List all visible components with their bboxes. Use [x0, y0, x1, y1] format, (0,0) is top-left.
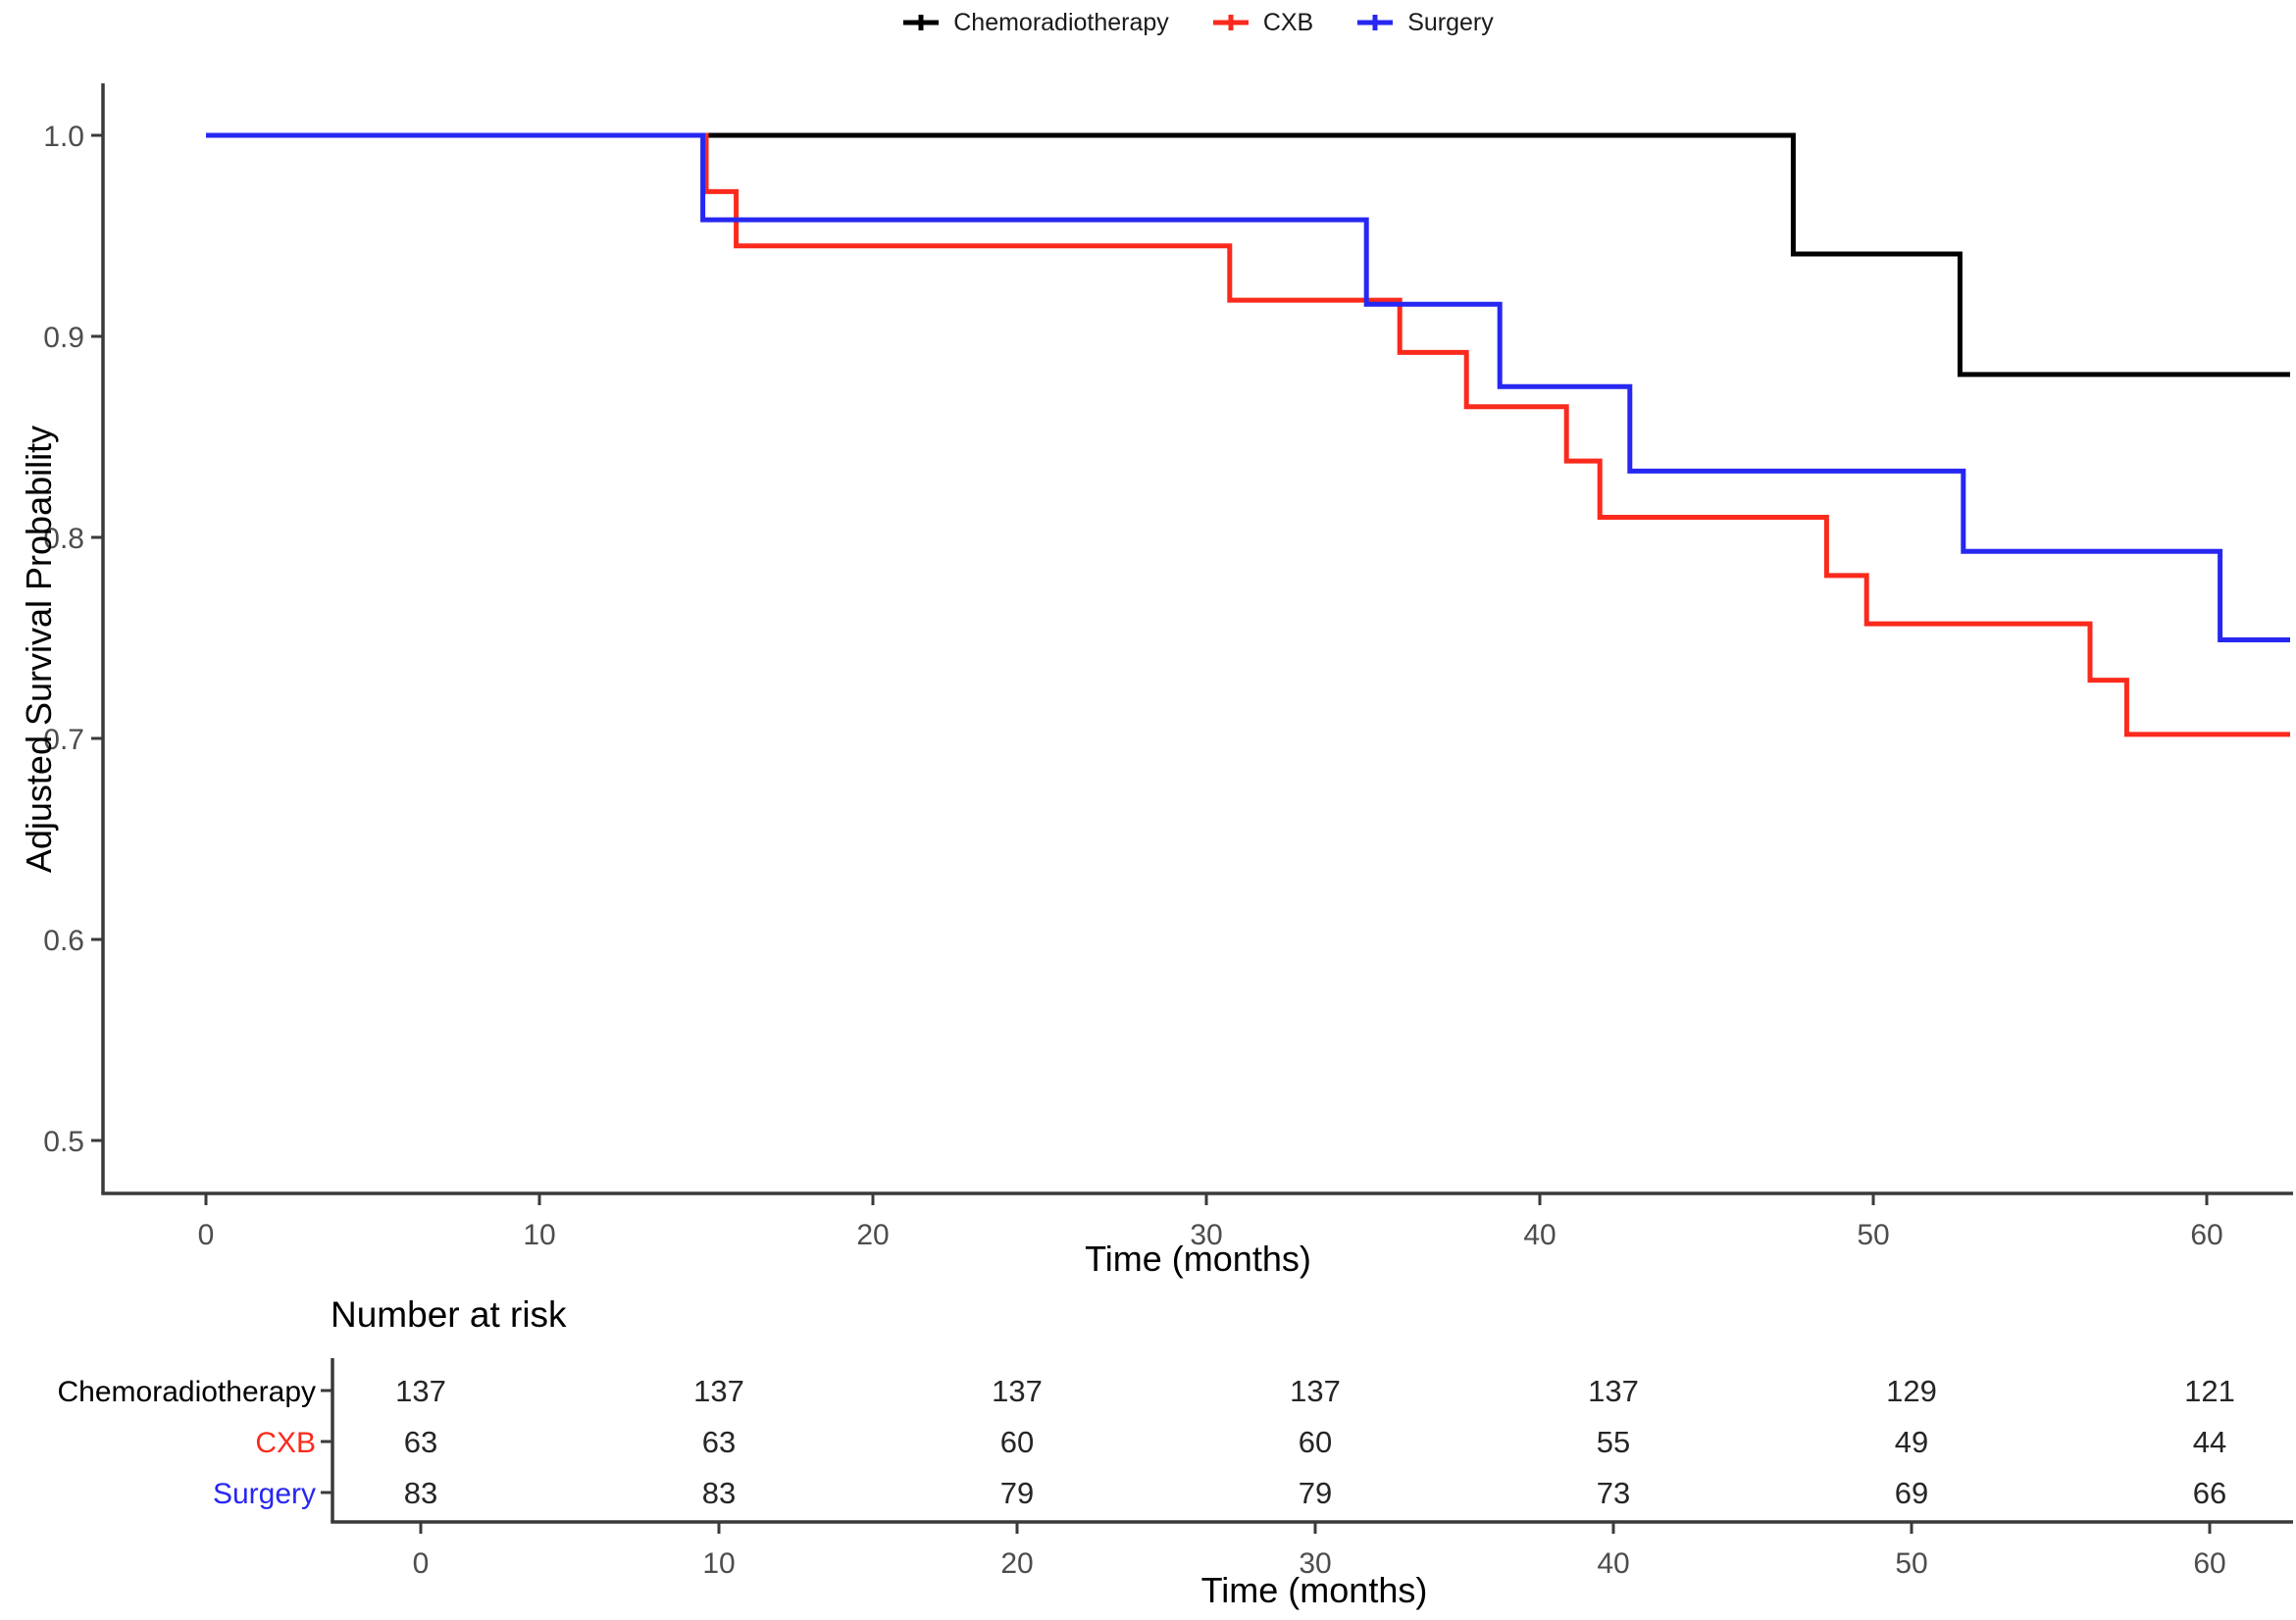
risk-value-surgery-t10: 83: [702, 1476, 736, 1510]
x-tick-label: 0: [198, 1219, 215, 1251]
risk-table-x-tick-label: 50: [1895, 1547, 1927, 1580]
legend-label-chemoradiotherapy: Chemoradiotherapy: [953, 8, 1169, 36]
x-tick-label: 40: [1523, 1219, 1556, 1251]
risk-value-surgery-t30: 79: [1299, 1476, 1332, 1510]
risk-value-surgery-t60: 66: [2193, 1476, 2226, 1510]
risk-value-cxb-t0: 63: [404, 1425, 437, 1459]
risk-value-chemoradiotherapy-t0: 137: [395, 1374, 446, 1408]
risk-value-cxb-t10: 63: [702, 1425, 736, 1459]
survival-curve-cxb: [206, 132, 2290, 737]
risk-row-label-surgery: Surgery: [213, 1478, 316, 1510]
risk-table-x-tick-label: 40: [1597, 1547, 1629, 1580]
risk-value-cxb-t30: 60: [1299, 1425, 1332, 1459]
risk-table-x-tick-label: 20: [1000, 1547, 1033, 1580]
x-tick-label: 60: [2190, 1219, 2222, 1251]
legend-label-surgery: Surgery: [1407, 8, 1494, 36]
risk-value-surgery-t50: 69: [1895, 1476, 1928, 1510]
censor-plus-icon: [903, 15, 940, 30]
risk-table-x-tick-label: 60: [2193, 1547, 2225, 1580]
risk-value-chemoradiotherapy-t30: 137: [1290, 1374, 1341, 1408]
censor-plus-icon: [1357, 15, 1394, 30]
risk-value-cxb-t50: 49: [1895, 1425, 1928, 1459]
x-tick-label: 20: [856, 1219, 889, 1251]
risk-table-x-tick-label: 10: [702, 1547, 735, 1580]
y-axis-title: Adjusted Survival Probability: [19, 425, 59, 874]
risk-value-surgery-t40: 73: [1597, 1476, 1630, 1510]
x-tick-label: 50: [1857, 1219, 1889, 1251]
risk-row-label-chemoradiotherapy: Chemoradiotherapy: [58, 1376, 316, 1408]
risk-row-label-cxb: CXB: [255, 1427, 316, 1459]
y-tick-label: 1.0: [43, 121, 84, 153]
y-tick-label: 0.9: [43, 322, 84, 354]
survival-curve-surgery: [206, 132, 2290, 642]
risk-table-title: Number at risk: [331, 1294, 567, 1335]
risk-value-chemoradiotherapy-t50: 129: [1886, 1374, 1937, 1408]
x-tick-label: 30: [1190, 1219, 1222, 1251]
legend-item-surgery: Surgery: [1356, 9, 1494, 37]
risk-value-cxb-t60: 44: [2193, 1425, 2226, 1459]
risk-value-chemoradiotherapy-t20: 137: [992, 1374, 1043, 1408]
x-tick-label: 10: [523, 1219, 555, 1251]
y-tick-label: 0.8: [43, 523, 84, 555]
chart-legend: Chemoradiotherapy CXB Surgery: [103, 2, 2293, 43]
legend-item-cxb: CXB: [1212, 9, 1313, 37]
risk-value-chemoradiotherapy-t10: 137: [693, 1374, 744, 1408]
risk-value-chemoradiotherapy-t40: 137: [1588, 1374, 1639, 1408]
y-tick-label: 0.5: [43, 1126, 84, 1158]
y-tick-label: 0.6: [43, 925, 84, 957]
risk-table-x-tick-label: 30: [1299, 1547, 1331, 1580]
censor-plus-icon: [1212, 15, 1249, 30]
risk-value-surgery-t0: 83: [404, 1476, 437, 1510]
risk-value-chemoradiotherapy-t60: 121: [2184, 1374, 2235, 1408]
legend-item-chemoradiotherapy: Chemoradiotherapy: [902, 9, 1169, 37]
legend-label-cxb: CXB: [1262, 8, 1314, 36]
y-tick-label: 0.7: [43, 724, 84, 756]
risk-table-x-tick-label: 0: [413, 1547, 430, 1580]
risk-value-cxb-t40: 55: [1597, 1425, 1630, 1459]
risk-table-x-axis-title: Time (months): [1200, 1570, 1428, 1610]
x-axis-title: Time (months): [1085, 1239, 1311, 1279]
risk-value-cxb-t20: 60: [1000, 1425, 1034, 1459]
survival-curve-chemoradiotherapy: [206, 132, 2290, 378]
risk-value-surgery-t20: 79: [1000, 1476, 1034, 1510]
